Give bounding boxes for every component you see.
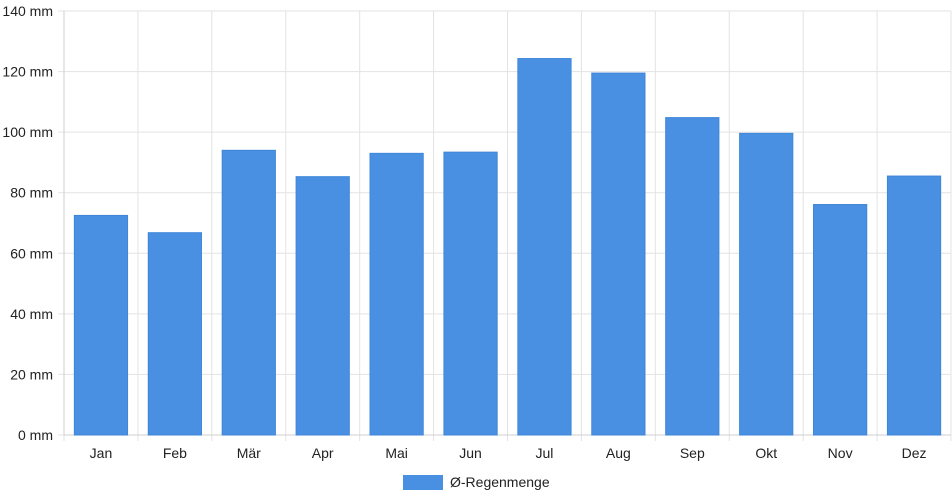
- bar-okt[interactable]: [739, 132, 794, 436]
- x-tick-label: Jul: [536, 445, 554, 461]
- x-tick-label: Nov: [828, 445, 853, 461]
- x-tick-label: Dez: [902, 445, 927, 461]
- y-tick-label: 100 mm: [2, 124, 53, 140]
- y-tick-label: 40 mm: [10, 306, 53, 322]
- x-tick-label: Mär: [237, 445, 261, 461]
- bar-apr[interactable]: [295, 176, 350, 436]
- y-tick-label: 80 mm: [10, 185, 53, 201]
- bar-jul[interactable]: [517, 58, 572, 436]
- y-tick-label: 0 mm: [18, 427, 53, 443]
- x-tick-label: Jun: [459, 445, 482, 461]
- axes: [63, 11, 951, 436]
- bar-feb[interactable]: [147, 232, 202, 436]
- legend-swatch: [403, 475, 443, 490]
- x-tick-label: Apr: [312, 445, 334, 461]
- x-tick-label: Jan: [90, 445, 113, 461]
- tick-labels: 0 mm 20 mm 40 mm 60 mm 80 mm 100 mm 120 mm 140 …: [2, 3, 926, 461]
- legend[interactable]: Ø-Regenmenge: [403, 474, 550, 490]
- gridlines: [58, 10, 952, 441]
- x-tick-label: Feb: [163, 445, 187, 461]
- bar-aug[interactable]: [591, 72, 646, 436]
- x-tick-label: Aug: [606, 445, 631, 461]
- bar-dez[interactable]: [886, 175, 942, 436]
- legend-label: Ø-Regenmenge: [450, 474, 550, 490]
- y-tick-label: 140 mm: [2, 3, 53, 19]
- x-tick-label: Mai: [385, 445, 408, 461]
- y-tick-label: 20 mm: [10, 366, 53, 382]
- x-tick-label: Sep: [680, 445, 705, 461]
- x-tick-label: Okt: [755, 445, 777, 461]
- bar-mai[interactable]: [369, 152, 424, 436]
- y-tick-label: 120 mm: [2, 64, 53, 80]
- bar-nov[interactable]: [813, 204, 868, 436]
- y-tick-label: 60 mm: [10, 245, 53, 261]
- bars: [73, 58, 942, 436]
- bar-jan[interactable]: [73, 214, 129, 436]
- bar-jun[interactable]: [443, 151, 498, 436]
- bar-mär[interactable]: [221, 149, 276, 436]
- bar-sep[interactable]: [665, 117, 720, 436]
